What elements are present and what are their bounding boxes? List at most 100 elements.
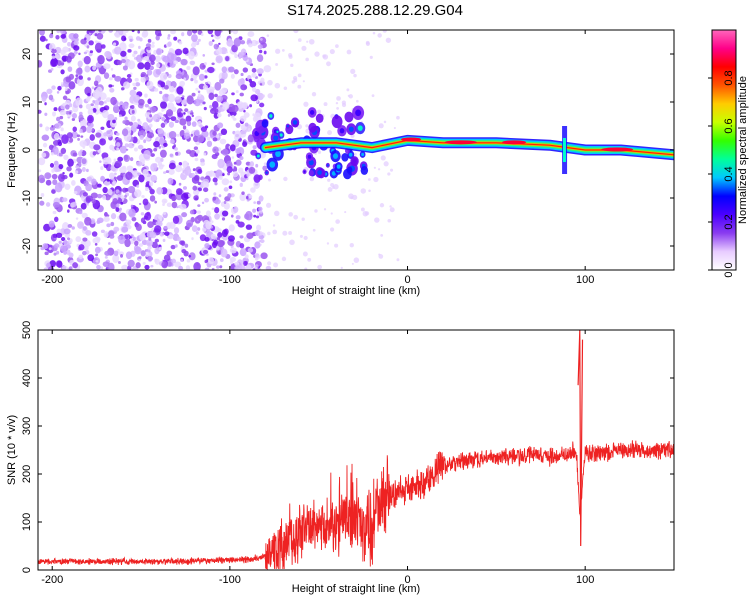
noise-speck [130,104,135,110]
noise-speck [56,90,60,94]
noise-speck [191,225,198,232]
noise-speck [162,238,166,243]
noise-speck [186,30,193,37]
noise-speck [155,62,161,69]
noise-speck [163,114,166,117]
noise-speck [226,166,233,174]
noise-speck [140,76,146,83]
noise-speck [204,197,209,203]
noise-speck [140,72,147,77]
noise-speck [153,148,158,152]
noise-speck [136,161,143,167]
noise-speck [73,40,79,46]
noise-speck [181,249,187,254]
noise-speck [71,180,76,186]
noise-speck [73,45,80,51]
noise-speck [184,108,189,112]
noise-speck [47,266,55,270]
noise-speck [239,243,245,249]
noise-speck [263,50,267,55]
noise-speck [158,145,161,149]
noise-speck [39,30,45,36]
noise-speck [234,53,238,59]
noise-speck [225,55,230,62]
noise-speck [127,142,135,149]
noise-speck [52,210,57,215]
spectrogram-x-axis: -200 -100 0 100 [41,30,594,286]
noise-speck [291,80,296,84]
noise-speck [75,165,80,169]
noise-speck [259,83,263,86]
noise-speck [128,43,135,49]
noise-speck [196,214,204,222]
noise-speck [183,112,186,115]
noise-speck [73,190,78,195]
noise-speck [43,223,51,232]
noise-speck [79,129,83,134]
noise-speck [198,73,205,81]
noise-speck [43,267,50,270]
noise-speck [184,243,189,248]
colorbar-tick-label: 0.8 [723,70,735,85]
noise-speck [317,264,322,270]
noise-speck [214,206,220,214]
noise-speck [206,136,211,141]
noise-speck [104,50,112,58]
noise-speck [161,116,166,121]
noise-speck [249,161,255,168]
noise-speck [80,135,84,138]
noise-speck [211,154,218,160]
noise-speck [256,92,264,101]
y-tick-label: 100 [21,513,33,531]
noise-speck [112,180,117,185]
noise-speck [323,208,327,211]
noise-speck [173,60,179,65]
signal-blob-core [355,109,362,117]
noise-speck [124,116,128,121]
noise-speck [125,251,133,260]
noise-speck [258,49,263,54]
noise-speck [77,137,80,141]
noise-speck [123,30,129,34]
noise-speck [83,55,91,65]
noise-speck [305,57,309,62]
noise-speck [166,52,175,62]
noise-speck [85,195,93,202]
noise-speck [63,154,69,161]
noise-speck [204,62,207,66]
noise-speck [309,176,315,182]
noise-speck [232,30,239,35]
noise-speck [235,264,243,270]
noise-speck [143,139,147,144]
noise-speck [218,175,223,180]
noise-speck [378,254,384,259]
noise-speck [142,122,149,130]
noise-speck [210,233,217,240]
noise-speck [263,65,272,73]
noise-speck [164,121,168,125]
noise-speck [62,95,68,101]
noise-speck [44,251,49,256]
noise-speck [214,108,219,114]
noise-speck [240,84,248,91]
noise-speck [133,173,138,178]
noise-speck [174,48,183,56]
noise-speck [114,160,122,168]
noise-speck [118,30,124,36]
noise-speck [378,123,384,129]
noise-speck [142,30,149,38]
noise-speck [229,180,233,184]
noise-speck [198,93,201,97]
noise-speck [51,48,55,52]
noise-speck [174,96,182,104]
noise-speck [130,204,134,208]
noise-speck [297,38,302,42]
noise-speck [253,214,257,218]
noise-speck [44,172,52,180]
noise-speck [220,248,228,258]
noise-speck [143,215,149,220]
noise-speck [118,260,121,264]
noise-speck [235,159,242,166]
noise-speck [179,118,187,126]
